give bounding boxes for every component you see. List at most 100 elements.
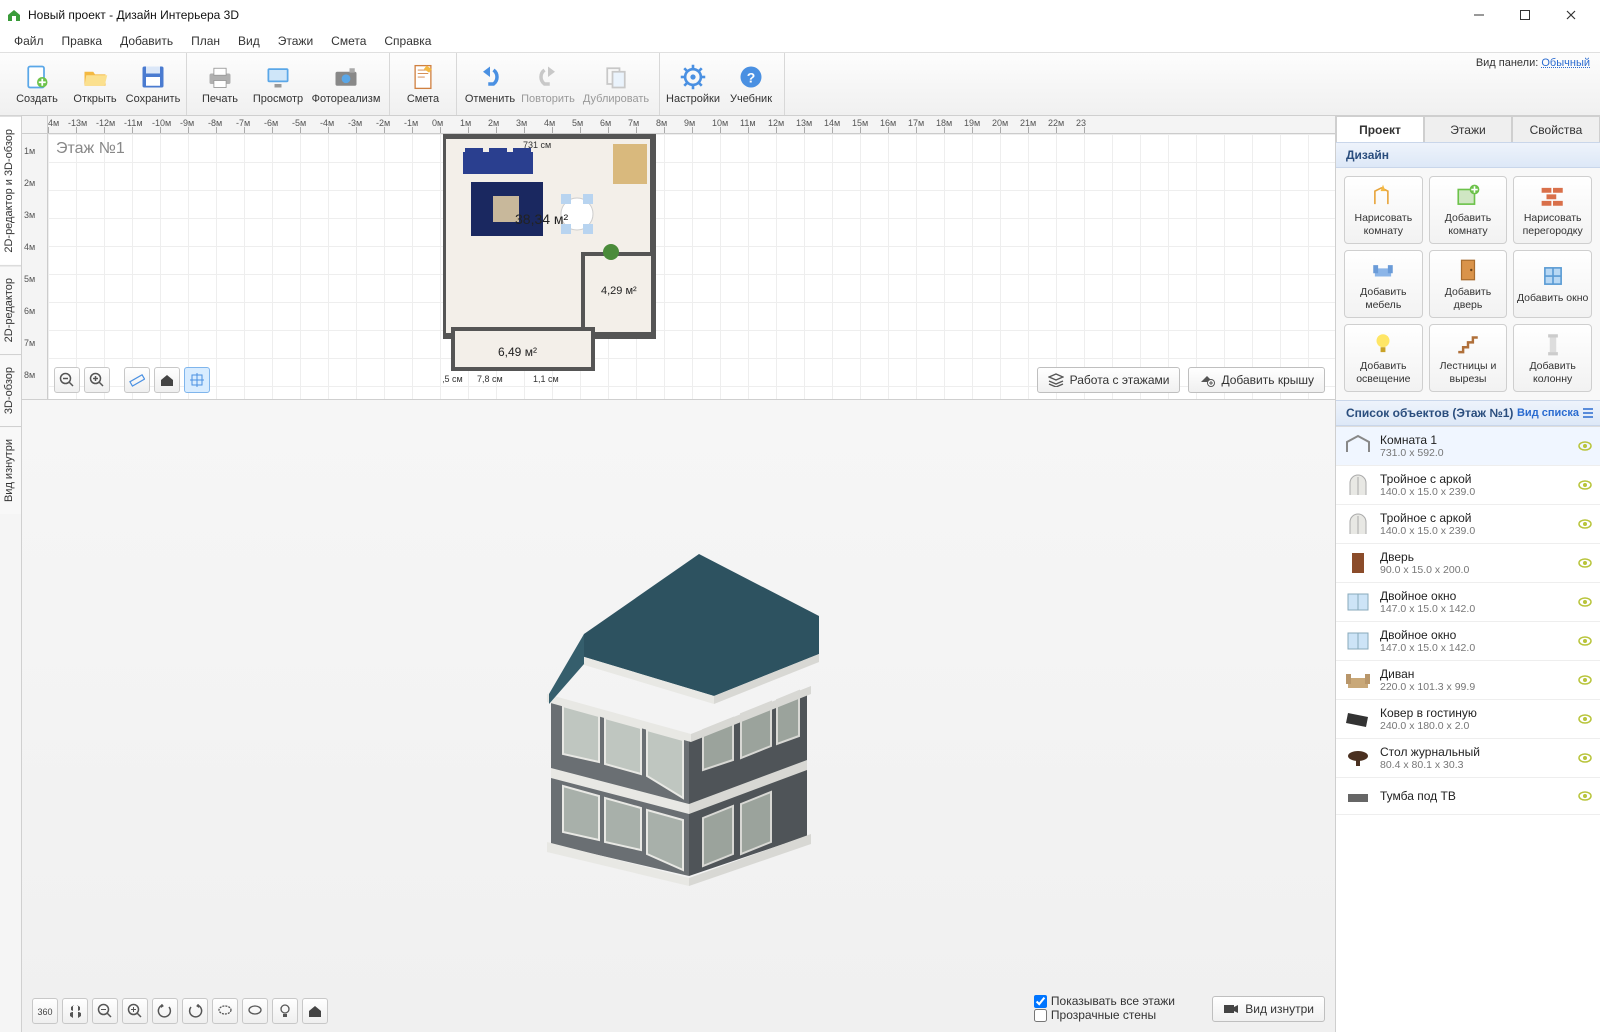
door-icon — [1344, 551, 1372, 575]
btn-add-room[interactable]: Добавить комнату — [1429, 176, 1508, 244]
visibility-icon[interactable] — [1578, 519, 1592, 529]
vtab-inside[interactable]: Вид изнутри — [0, 426, 21, 514]
list-icon — [1582, 407, 1594, 419]
rtab-props[interactable]: Свойства — [1512, 116, 1600, 142]
chk-all-floors[interactable]: Показывать все этажи — [1034, 994, 1175, 1008]
tool-photoreal[interactable]: Фотореализм — [307, 53, 385, 115]
btn-add-door[interactable]: Добавить дверь — [1429, 250, 1508, 318]
panel-mode-link[interactable]: Обычный — [1541, 57, 1590, 69]
tool-redo[interactable]: Повторить — [519, 53, 577, 115]
view-3d[interactable]: 360 Показывать все этажи Прозрачные стен… — [22, 399, 1335, 1032]
lasso2-button[interactable] — [242, 998, 268, 1024]
floors-work-button[interactable]: Работа с этажами — [1037, 367, 1181, 393]
snap-button[interactable] — [184, 367, 210, 393]
add-roof-button[interactable]: Добавить крышу — [1188, 367, 1325, 393]
tool-preview[interactable]: Просмотр — [249, 53, 307, 115]
tool-undo[interactable]: Отменить — [461, 53, 519, 115]
rotate-left-button[interactable] — [152, 998, 178, 1024]
window-arch-icon — [1344, 473, 1372, 497]
btn-stairs[interactable]: Лестницы и вырезы — [1429, 324, 1508, 392]
floor-plan: 38,34 м² 4,29 м² 6,49 м² 731 см 7,5 см 7… — [443, 134, 693, 384]
visibility-icon[interactable] — [1578, 441, 1592, 451]
tool-estimate[interactable]: Смета — [394, 53, 452, 115]
visibility-icon[interactable] — [1578, 714, 1592, 724]
rtab-project[interactable]: Проект — [1336, 116, 1424, 142]
tool-print[interactable]: Печать — [191, 53, 249, 115]
home-3d-button[interactable] — [302, 998, 328, 1024]
plan-tool-strip — [54, 367, 210, 393]
object-item[interactable]: Диван220.0 x 101.3 x 99.9 — [1336, 661, 1600, 700]
design-header: Дизайн — [1336, 142, 1600, 168]
visibility-icon[interactable] — [1578, 636, 1592, 646]
btn-add-column[interactable]: Добавить колонну — [1513, 324, 1592, 392]
zoom-out-3d[interactable] — [92, 998, 118, 1024]
lasso-button[interactable] — [212, 998, 238, 1024]
menu-floors[interactable]: Этажи — [270, 32, 321, 50]
view3d-tool-strip: 360 — [32, 998, 328, 1024]
object-item[interactable]: Ковер в гостиную240.0 x 180.0 x 2.0 — [1336, 700, 1600, 739]
tool-tutorial[interactable]: ?Учебник — [722, 53, 780, 115]
menu-add[interactable]: Добавить — [112, 32, 181, 50]
svg-text:360: 360 — [37, 1007, 52, 1017]
rotate-right-button[interactable] — [182, 998, 208, 1024]
zoom-in-3d[interactable] — [122, 998, 148, 1024]
home-button[interactable] — [154, 367, 180, 393]
tool-duplicate[interactable]: Дублировать — [577, 53, 655, 115]
btn-draw-wall[interactable]: Нарисовать перегородку — [1513, 176, 1592, 244]
tv-icon — [1344, 784, 1372, 808]
vtab-3d[interactable]: 3D-обзор — [0, 354, 21, 426]
btn-add-window[interactable]: Добавить окно — [1513, 250, 1592, 318]
object-item[interactable]: Тройное с аркой140.0 x 15.0 x 239.0 — [1336, 505, 1600, 544]
zoom-in-button[interactable] — [84, 367, 110, 393]
tool-save[interactable]: Сохранить — [124, 53, 182, 115]
ruler-vertical: 1м2м3м4м5м6м7м8м — [22, 134, 48, 399]
menu-file[interactable]: Файл — [6, 32, 52, 50]
chk-transparent[interactable]: Прозрачные стены — [1034, 1008, 1175, 1022]
tool-create[interactable]: Создать — [8, 53, 66, 115]
object-item[interactable]: Тумба под ТВ — [1336, 778, 1600, 815]
btn-draw-room[interactable]: Нарисовать комнату — [1344, 176, 1423, 244]
object-item[interactable]: Комната 1731.0 x 592.0 — [1336, 427, 1600, 466]
close-button[interactable] — [1548, 0, 1594, 30]
light-button[interactable] — [272, 998, 298, 1024]
object-item[interactable]: Тройное с аркой140.0 x 15.0 x 239.0 — [1336, 466, 1600, 505]
menu-view[interactable]: Вид — [230, 32, 268, 50]
rtab-floors[interactable]: Этажи — [1424, 116, 1512, 142]
menu-edit[interactable]: Правка — [54, 32, 111, 50]
menu-estimate[interactable]: Смета — [323, 32, 374, 50]
vtab-combo[interactable]: 2D-редактор и 3D-обзор — [0, 116, 21, 265]
btn-add-furniture[interactable]: Добавить мебель — [1344, 250, 1423, 318]
table-icon — [1344, 746, 1372, 770]
menu-help[interactable]: Справка — [376, 32, 439, 50]
view3d-options: Показывать все этажи Прозрачные стены — [1034, 994, 1175, 1022]
plan-2d-view[interactable]: Этаж №1 — [48, 134, 1335, 399]
object-item[interactable]: Дверь90.0 x 15.0 x 200.0 — [1336, 544, 1600, 583]
object-item[interactable]: Двойное окно147.0 x 15.0 x 142.0 — [1336, 622, 1600, 661]
btn-add-light[interactable]: Добавить освещение — [1344, 324, 1423, 392]
visibility-icon[interactable] — [1578, 675, 1592, 685]
visibility-icon[interactable] — [1578, 753, 1592, 763]
object-item[interactable]: Стол журнальный80.4 x 80.1 x 30.3 — [1336, 739, 1600, 778]
zoom-out-button[interactable] — [54, 367, 80, 393]
measure-button[interactable] — [124, 367, 150, 393]
objlist-header: Список объектов (Этаж №1) Вид списка — [1336, 400, 1600, 426]
visibility-icon[interactable] — [1578, 480, 1592, 490]
svg-text:731 см: 731 см — [523, 140, 551, 150]
minimize-button[interactable] — [1456, 0, 1502, 30]
maximize-button[interactable] — [1502, 0, 1548, 30]
objlist-viewmode[interactable]: Вид списка — [1517, 407, 1594, 419]
visibility-icon[interactable] — [1578, 558, 1592, 568]
tool-open[interactable]: Открыть — [66, 53, 124, 115]
object-item[interactable]: Двойное окно147.0 x 15.0 x 142.0 — [1336, 583, 1600, 622]
tool-settings[interactable]: Настройки — [664, 53, 722, 115]
vtab-2d[interactable]: 2D-редактор — [0, 265, 21, 354]
rotate-360-button[interactable]: 360 — [32, 998, 58, 1024]
menu-plan[interactable]: План — [183, 32, 228, 50]
visibility-icon[interactable] — [1578, 791, 1592, 801]
svg-text:6,49 м²: 6,49 м² — [498, 345, 537, 359]
roof-icon — [1199, 373, 1215, 387]
view-inside-button[interactable]: Вид изнутри — [1212, 996, 1325, 1022]
object-list[interactable]: Комната 1731.0 x 592.0Тройное с аркой140… — [1336, 426, 1600, 1032]
pan-button[interactable] — [62, 998, 88, 1024]
visibility-icon[interactable] — [1578, 597, 1592, 607]
